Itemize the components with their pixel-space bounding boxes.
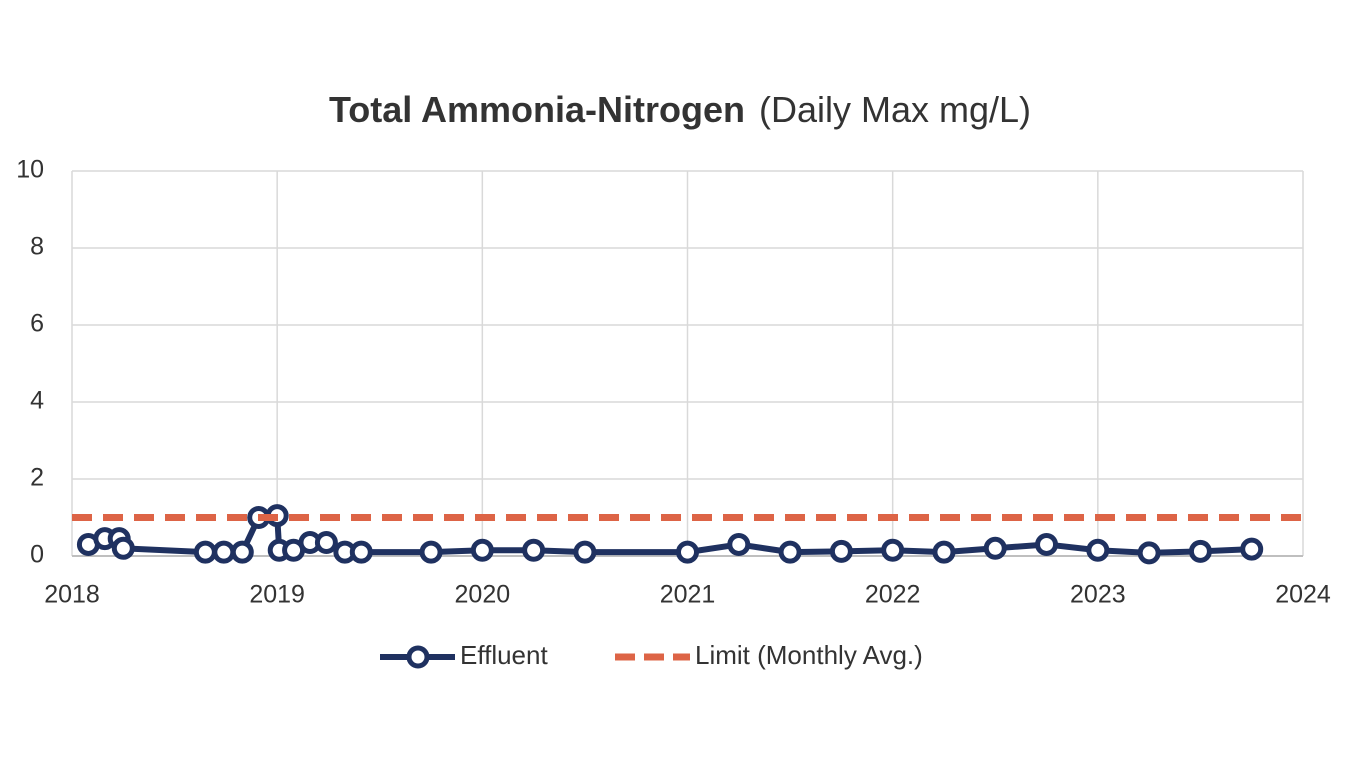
data-point <box>1240 537 1264 561</box>
data-point <box>193 540 217 564</box>
chart-title: Total Ammonia-Nitrogen <box>329 89 745 130</box>
data-point <box>727 532 751 556</box>
legend-label: Effluent <box>460 640 548 670</box>
data-point <box>522 538 546 562</box>
data-point <box>470 538 494 562</box>
data-point <box>1188 539 1212 563</box>
data-point <box>1086 538 1110 562</box>
data-point <box>881 538 905 562</box>
y-tick-label: 0 <box>30 541 44 569</box>
data-point <box>349 540 373 564</box>
y-tick-label: 10 <box>16 156 44 184</box>
x-tick-label: 2018 <box>44 581 100 609</box>
data-point <box>573 540 597 564</box>
chart-title-line: Total Ammonia-Nitrogen (Daily Max mg/L) <box>329 89 1031 130</box>
chart-subtitle: (Daily Max mg/L) <box>759 89 1031 130</box>
x-tick-label: 2019 <box>249 581 305 609</box>
y-tick-label: 2 <box>30 464 44 492</box>
data-point <box>932 540 956 564</box>
data-point <box>829 539 853 563</box>
data-point <box>1137 541 1161 565</box>
data-point <box>1035 532 1059 556</box>
legend-marker <box>406 645 430 669</box>
data-point <box>230 540 254 564</box>
y-tick-label: 4 <box>30 387 44 415</box>
data-point <box>419 540 443 564</box>
y-tick-label: 6 <box>30 310 44 338</box>
x-tick-label: 2021 <box>660 581 716 609</box>
data-point <box>314 531 338 555</box>
legend-label: Limit (Monthly Avg.) <box>695 640 923 670</box>
data-point <box>212 540 236 564</box>
x-tick-label: 2024 <box>1275 581 1331 609</box>
data-point <box>983 536 1007 560</box>
data-point <box>111 536 135 560</box>
x-tick-label: 2023 <box>1070 581 1126 609</box>
y-tick-label: 8 <box>30 233 44 261</box>
x-tick-label: 2020 <box>455 581 511 609</box>
data-point <box>676 540 699 564</box>
data-point <box>778 540 802 564</box>
x-tick-label: 2022 <box>865 581 921 609</box>
